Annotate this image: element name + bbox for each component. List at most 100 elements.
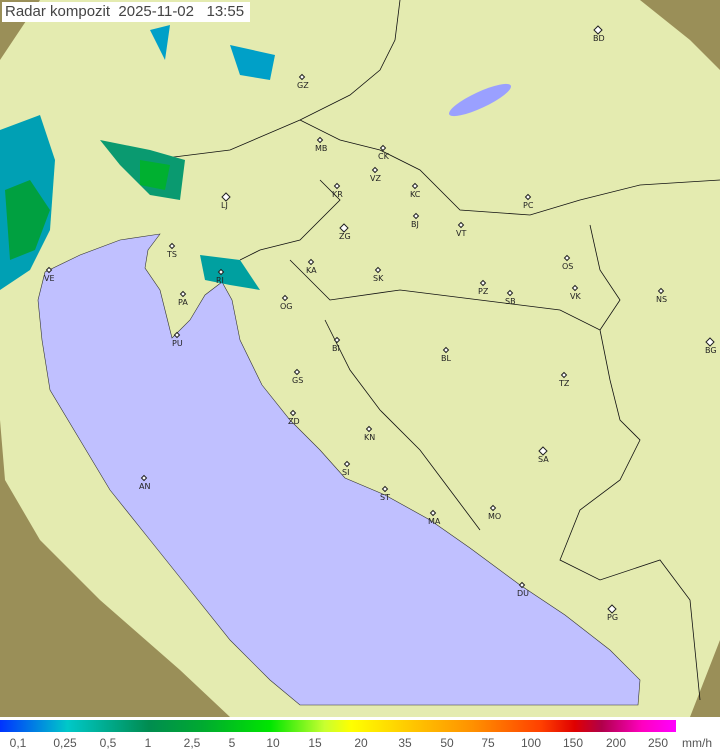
city-label: BI: [332, 344, 340, 353]
city-label: PC: [523, 201, 534, 210]
city-diamond-icon: [45, 266, 53, 274]
city-marker-ka: KA: [306, 258, 317, 275]
radar-map: BD GZ MB CK VZ KR KC LJ BJ VT PC ZG TS VE KA SK OS RI PA PZ…: [0, 0, 720, 717]
city-label: TS: [166, 250, 177, 259]
city-marker-gs: GS: [292, 368, 303, 385]
city-marker-pa: PA: [178, 290, 188, 307]
city-diamond-icon: [593, 25, 603, 35]
city-label: BG: [705, 346, 717, 355]
city-marker-os: OS: [562, 254, 573, 271]
city-diamond-icon: [429, 509, 437, 517]
city-label: SI: [342, 468, 349, 477]
city-diamond-icon: [289, 409, 297, 417]
city-marker-zd: ZD: [288, 409, 300, 426]
city-marker-mb: MB: [315, 136, 327, 153]
legend-tick: 10: [266, 736, 280, 750]
city-label: MA: [428, 517, 441, 526]
legend-labels: 0,1 0,25 0,5 1 2,5 5 10 15 20 35 50 75 100 150 200 250 m…: [0, 736, 720, 751]
city-label: CK: [378, 152, 390, 161]
legend-tick: 20: [354, 736, 368, 750]
city-label: BD: [593, 34, 605, 43]
city-label: ZD: [288, 417, 300, 426]
precipitation-color-scale: [0, 720, 676, 732]
city-diamond-icon: [281, 294, 289, 302]
city-label: DU: [517, 589, 529, 598]
city-diamond-icon: [293, 368, 301, 376]
city-diamond-icon: [506, 289, 514, 297]
city-diamond-icon: [705, 337, 715, 347]
city-label: ST: [380, 493, 390, 502]
city-label: KR: [332, 190, 343, 199]
city-label: NS: [656, 295, 667, 304]
legend-tick: 5: [228, 736, 236, 750]
legend-tick: 1: [144, 736, 152, 750]
city-marker-sa: SA: [538, 446, 549, 464]
legend-tick: 0,1: [9, 736, 27, 750]
city-label: AN: [139, 482, 150, 491]
city-label: VK: [570, 292, 581, 301]
city-marker-vt: VT: [456, 221, 466, 238]
city-diamond-icon: [524, 193, 532, 201]
city-diamond-icon: [571, 284, 579, 292]
city-marker-st: ST: [380, 485, 390, 502]
city-label: VE: [44, 274, 55, 283]
city-marker-ma: MA: [428, 509, 441, 526]
city-marker-ri: RI: [216, 268, 225, 285]
city-label: VZ: [370, 174, 381, 183]
city-marker-du: DU: [517, 581, 529, 598]
city-marker-an: AN: [139, 474, 150, 491]
city-diamond-icon: [365, 425, 373, 433]
city-diamond-icon: [538, 446, 548, 456]
legend-tick: 250: [647, 736, 669, 750]
border-lines: [149, 0, 720, 701]
city-marker-bi: BI: [332, 336, 341, 353]
city-label: SK: [373, 274, 384, 283]
legend-unit: mm/h: [682, 736, 712, 750]
city-marker-vz: VZ: [370, 166, 381, 183]
city-marker-kr: KR: [332, 182, 343, 199]
city-diamond-icon: [298, 73, 306, 81]
adriatic-sea: [37, 233, 641, 706]
city-diamond-icon: [560, 371, 568, 379]
city-diamond-icon: [343, 460, 351, 468]
legend-tick: 0,5: [99, 736, 117, 750]
city-label: MO: [488, 512, 501, 521]
city-marker-bd: BD: [593, 25, 605, 43]
city-diamond-icon: [307, 258, 315, 266]
city-label: PA: [178, 298, 188, 307]
city-label: LJ: [221, 201, 228, 210]
city-marker-sk: SK: [373, 266, 384, 283]
city-diamond-icon: [333, 182, 341, 190]
city-diamond-icon: [217, 268, 225, 276]
legend-tick: 15: [308, 736, 322, 750]
city-label: PU: [172, 339, 183, 348]
city-marker-pg: PG: [607, 604, 618, 622]
city-diamond-icon: [379, 144, 387, 152]
city-diamond-icon: [381, 485, 389, 493]
city-diamond-icon: [371, 166, 379, 174]
city-label: ZG: [339, 232, 351, 241]
city-label: VT: [456, 229, 466, 238]
city-label: SB: [505, 297, 516, 306]
city-marker-mo: MO: [488, 504, 501, 521]
city-diamond-icon: [563, 254, 571, 262]
city-marker-ve: VE: [44, 266, 55, 283]
city-diamond-icon: [518, 581, 526, 589]
city-label: BJ: [411, 220, 419, 229]
city-diamond-icon: [168, 242, 176, 250]
city-diamond-icon: [657, 287, 665, 295]
legend-tick: 75: [481, 736, 495, 750]
city-marker-pz: PZ: [478, 279, 489, 296]
city-marker-pc: PC: [523, 193, 534, 210]
city-diamond-icon: [489, 504, 497, 512]
city-marker-sb: SB: [505, 289, 516, 306]
city-diamond-icon: [333, 336, 341, 344]
city-diamond-icon: [339, 223, 349, 233]
city-diamond-icon: [173, 331, 181, 339]
city-diamond-icon: [457, 221, 465, 229]
city-diamond-icon: [140, 474, 148, 482]
city-marker-ts: TS: [166, 242, 177, 259]
city-marker-gz: GZ: [297, 73, 309, 90]
city-label: BL: [441, 354, 451, 363]
